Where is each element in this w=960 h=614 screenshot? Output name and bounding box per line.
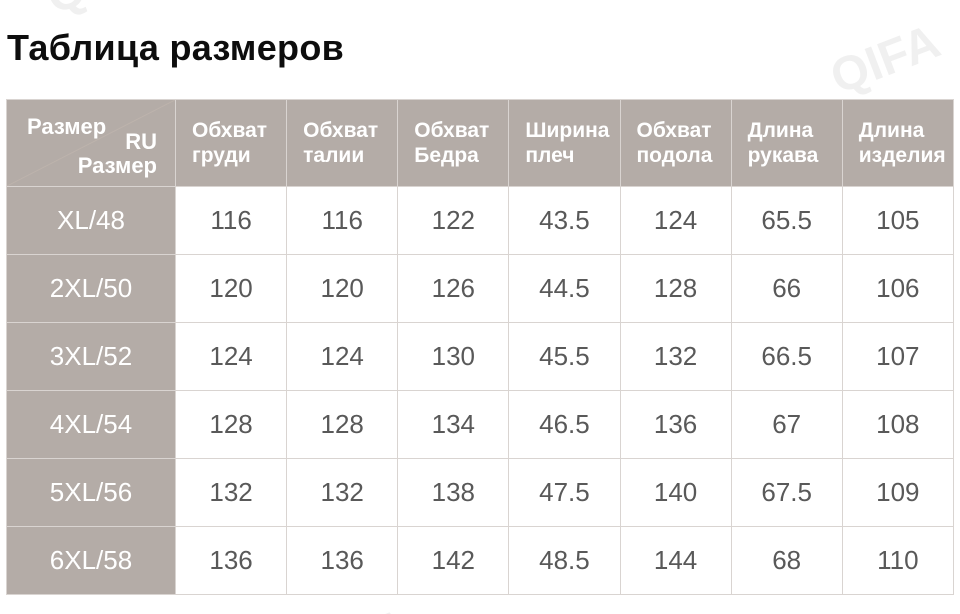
svg-text:QIFA: QIFA [294,599,418,614]
svg-text:QIFA: QIFA [39,0,163,25]
svg-text:QIFA: QIFA [824,15,948,105]
